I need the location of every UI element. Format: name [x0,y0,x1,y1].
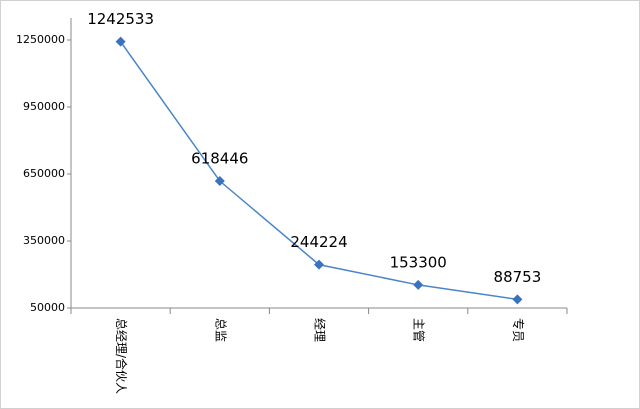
y-tick-label: 650000 [23,167,65,180]
data-label: 88753 [494,268,542,286]
y-tick-label: 50000 [30,301,65,314]
y-tick-label: 350000 [23,234,65,247]
x-tick-label: 总监 [213,318,227,342]
x-tick-label: 专员 [511,318,526,342]
x-tick-label: 总经理/合伙人 [114,318,129,394]
marker [413,279,424,290]
data-label: 153300 [390,253,447,271]
data-label: 618446 [191,150,248,168]
x-tick-label: 经理 [313,318,327,342]
data-label: 244224 [290,233,347,251]
x-tick-label: 主管 [412,318,427,342]
marker [512,294,523,305]
marker [314,259,324,270]
y-tick-label: 950000 [23,100,65,113]
marker [214,176,225,187]
y-tick-label: 1250000 [16,33,65,46]
data-label: 1242533 [87,10,154,28]
marker [115,36,126,47]
